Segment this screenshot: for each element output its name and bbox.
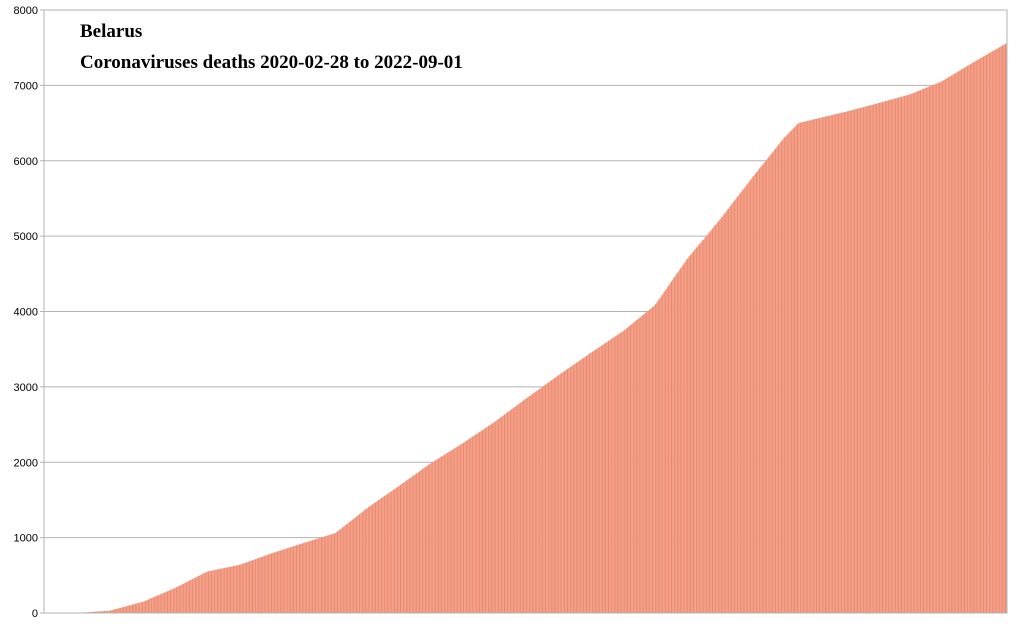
y-tick-label: 7000 [14, 80, 38, 92]
y-tick-label: 4000 [14, 307, 38, 319]
y-tick-label: 8000 [14, 5, 38, 17]
y-tick-label: 1000 [14, 533, 38, 545]
y-tick-label: 2000 [14, 457, 38, 469]
y-tick-label: 6000 [14, 156, 38, 168]
bars-layer [76, 43, 1008, 613]
chart-subtitle: Coronaviruses deaths 2020-02-28 to 2022-… [80, 52, 463, 73]
y-tick-labels: 0 1000 2000 3000 4000 5000 6000 7000 8000 [14, 5, 38, 620]
y-tick-label: 3000 [14, 382, 38, 394]
y-tick-label: 5000 [14, 231, 38, 243]
chart-title: Belarus [80, 21, 142, 42]
y-tick-label: 0 [32, 608, 38, 620]
